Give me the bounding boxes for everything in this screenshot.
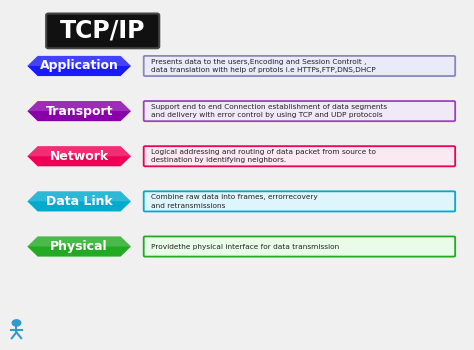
Text: Presents data to the users,Encoding and Session Controlt ,
data translation with: Presents data to the users,Encoding and … [151, 59, 375, 73]
FancyBboxPatch shape [144, 191, 455, 211]
Polygon shape [27, 191, 131, 201]
Polygon shape [27, 56, 131, 76]
Text: TCP/IP: TCP/IP [60, 19, 146, 43]
Polygon shape [27, 191, 131, 211]
Polygon shape [27, 101, 131, 111]
Circle shape [12, 320, 21, 326]
Polygon shape [27, 237, 131, 246]
Text: Data Link: Data Link [46, 195, 112, 208]
Text: Network: Network [50, 150, 109, 163]
Text: Support end to end Connection establishment of data segments
and delivery with e: Support end to end Connection establishm… [151, 104, 387, 118]
Text: Logical addressing and routing of data packet from source to
destination by iden: Logical addressing and routing of data p… [151, 149, 376, 163]
Text: Application: Application [40, 60, 118, 72]
Polygon shape [27, 101, 131, 121]
FancyBboxPatch shape [144, 237, 455, 257]
Polygon shape [27, 237, 131, 257]
Polygon shape [27, 146, 131, 166]
FancyBboxPatch shape [144, 146, 455, 166]
Polygon shape [27, 146, 131, 156]
FancyBboxPatch shape [144, 56, 455, 76]
Text: Physical: Physical [50, 240, 108, 253]
Text: Transport: Transport [46, 105, 113, 118]
FancyBboxPatch shape [144, 101, 455, 121]
FancyBboxPatch shape [46, 14, 159, 48]
Text: Providethe physical interface for data transmission: Providethe physical interface for data t… [151, 244, 339, 250]
Text: Combine raw data into frames, errorrecovery
and retransmissions: Combine raw data into frames, errorrecov… [151, 194, 318, 209]
Polygon shape [27, 56, 131, 66]
